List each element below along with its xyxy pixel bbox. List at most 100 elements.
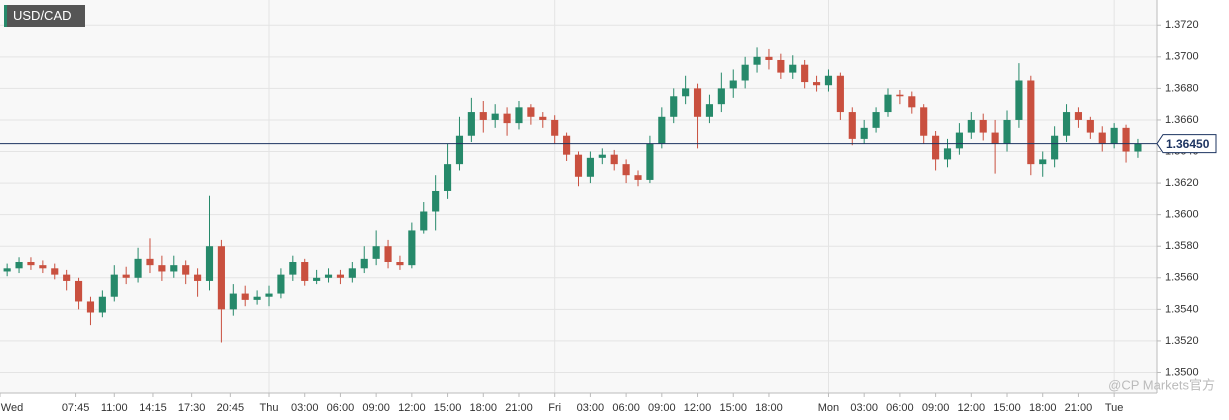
candle-body — [729, 80, 737, 89]
y-tick-label: 1.3520 — [1165, 335, 1199, 347]
candle-body — [741, 64, 749, 81]
candle-body — [229, 293, 237, 310]
title-accent — [4, 5, 7, 27]
candle-body — [241, 293, 249, 300]
candle-body — [1051, 135, 1059, 160]
candle-body — [324, 274, 333, 278]
x-tick-label: 03:00 — [577, 402, 605, 414]
x-tick-label: 03:00 — [850, 402, 878, 414]
candle-body — [3, 268, 11, 272]
candle-body — [1110, 127, 1118, 144]
grid — [0, 0, 1157, 393]
candle-body — [693, 88, 702, 117]
candle-body — [51, 268, 59, 275]
plot-area — [0, 0, 1157, 393]
watermark: @CP Markets官方 — [1108, 377, 1215, 392]
candle-body — [789, 64, 797, 73]
candle-body — [503, 113, 511, 124]
y-tick-label: 1.3620 — [1165, 177, 1199, 189]
candle-body — [146, 258, 154, 266]
y-tick-label: 1.3540 — [1165, 303, 1199, 315]
candle-body — [765, 56, 773, 60]
x-tick-label: 17:30 — [178, 402, 206, 414]
candle-body — [1134, 143, 1142, 152]
y-tick-label: 1.3700 — [1165, 51, 1199, 63]
candle-body — [205, 246, 214, 281]
candle-body — [574, 154, 583, 177]
candle-body — [967, 119, 975, 133]
x-tick-label: 07:45 — [62, 402, 90, 414]
candle-body — [408, 230, 416, 266]
x-tick-label: 09:00 — [648, 402, 676, 414]
x-tick-label: 03:00 — [291, 402, 319, 414]
candle-body — [348, 268, 356, 278]
x-tick-label: Mon — [818, 402, 839, 414]
x-tick-label: 09:00 — [362, 402, 390, 414]
candle-body — [563, 135, 571, 155]
candle-body — [527, 107, 535, 117]
candle-body — [670, 96, 678, 117]
candle-body — [646, 143, 654, 180]
candle-body — [372, 246, 380, 259]
candle-body — [955, 132, 963, 149]
candle-body — [27, 262, 35, 266]
candle-body — [682, 88, 690, 97]
candle-body — [634, 175, 642, 180]
candle-body — [98, 296, 106, 313]
candle-body — [920, 107, 928, 136]
candle-body — [432, 190, 440, 212]
y-tick-label: 1.3500 — [1165, 366, 1199, 378]
candle-body — [253, 296, 261, 300]
y-tick-label: 1.3600 — [1165, 209, 1199, 221]
candle-body — [824, 75, 833, 86]
candle-body — [134, 258, 142, 278]
y-tick-label: 1.3720 — [1165, 19, 1199, 31]
candle-body — [777, 59, 785, 73]
x-tick-label: Thu — [260, 402, 279, 414]
candle-body — [908, 96, 916, 108]
candle-body — [455, 135, 464, 165]
candle-body — [705, 104, 714, 117]
candle-body — [991, 132, 999, 144]
candle-body — [717, 88, 725, 105]
candle-body — [1039, 159, 1047, 165]
candle-body — [467, 112, 475, 136]
y-tick-label: 1.3560 — [1165, 272, 1199, 284]
candle-body — [384, 246, 392, 262]
candle-body — [491, 113, 499, 120]
candle-body — [182, 265, 190, 275]
candle-body — [170, 265, 178, 272]
x-tick-label: 11:00 — [101, 402, 128, 414]
candle-body — [110, 274, 118, 297]
candle-body — [812, 82, 821, 86]
candle-body — [336, 274, 345, 278]
candle-body — [658, 116, 666, 144]
title-box — [4, 5, 85, 27]
candle-body — [194, 274, 202, 281]
x-tick-label: 06:00 — [327, 402, 355, 414]
current-price-box — [1156, 134, 1217, 154]
x-tick-label: 20:45 — [217, 402, 245, 414]
candle-body — [15, 262, 23, 269]
x-tick-label: 15:00 — [719, 402, 747, 414]
candle-body — [932, 135, 940, 160]
candle-body — [836, 75, 844, 113]
candle-body — [265, 293, 273, 297]
candle-body — [598, 154, 606, 158]
candle-body — [313, 277, 321, 281]
x-tick-label: 21:00 — [505, 402, 533, 414]
x-tick-label: 15:00 — [434, 402, 462, 414]
candle-body — [1122, 127, 1130, 152]
candle-body — [122, 274, 130, 278]
x-tick-label: 14:15 — [139, 402, 167, 414]
candle-body — [884, 94, 892, 113]
candle-body — [63, 274, 71, 281]
x-tick-label: 18:00 — [1029, 402, 1057, 414]
x-tick-label: 12:00 — [398, 402, 426, 414]
candle-body — [943, 148, 952, 160]
candle-body — [896, 94, 904, 97]
y-tick-label: 1.3680 — [1165, 82, 1199, 94]
candle-body — [1062, 112, 1071, 136]
candle-body — [801, 64, 809, 83]
candle-body — [515, 107, 523, 124]
